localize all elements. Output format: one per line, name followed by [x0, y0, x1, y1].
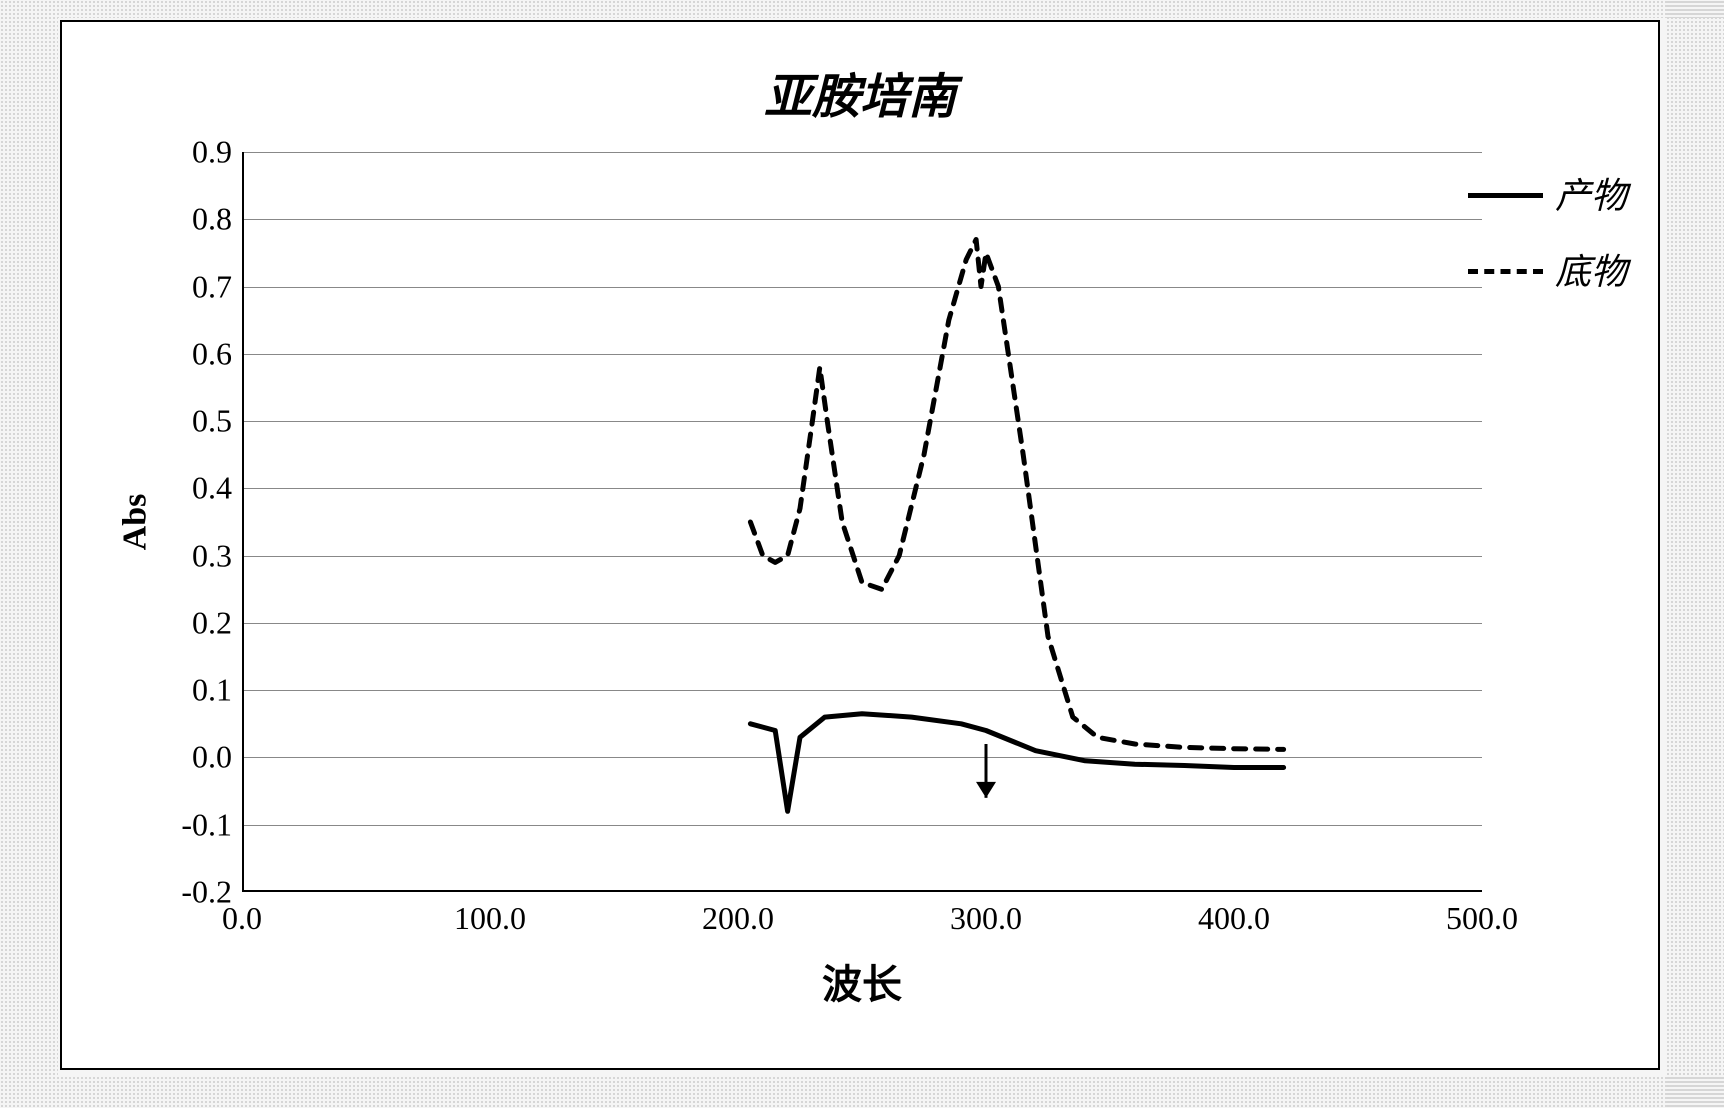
decoration-top: [0, 0, 1724, 18]
x-tick-label: 100.0: [430, 900, 550, 937]
legend-label-product: 产物: [1555, 167, 1627, 219]
y-tick-label: 0.0: [152, 739, 232, 776]
legend-label-substrate: 底物: [1555, 243, 1627, 295]
decoration-bottom: [0, 1076, 1724, 1108]
legend-item-substrate: 底物: [1468, 243, 1627, 295]
x-tick-label: 0.0: [182, 900, 302, 937]
y-tick-label: 0.7: [152, 268, 232, 305]
gridline: [244, 757, 1482, 758]
plot-area: [242, 152, 1482, 892]
decoration-left: [0, 0, 58, 1108]
gridline: [244, 556, 1482, 557]
y-tick-label: 0.3: [152, 537, 232, 574]
chart-frame: 亚胺培南 Abs 波长 产物 底物 -0.2-0.10.00.10.20.30.…: [60, 20, 1660, 1070]
x-tick-label: 200.0: [678, 900, 798, 937]
y-axis-title: Abs: [116, 494, 154, 551]
legend-item-product: 产物: [1468, 167, 1627, 219]
y-tick-label: 0.4: [152, 470, 232, 507]
y-tick-label: 0.9: [152, 134, 232, 171]
gridline: [244, 488, 1482, 489]
y-tick-label: 0.1: [152, 672, 232, 709]
gridline: [244, 825, 1482, 826]
gridline: [244, 623, 1482, 624]
plot-wrapper: Abs 波长 产物 底物 -0.2-0.10.00.10.20.30.40.50…: [242, 152, 1482, 892]
gridline: [244, 219, 1482, 220]
legend: 产物 底物: [1468, 167, 1627, 319]
chart-title: 亚胺培南: [62, 57, 1658, 127]
y-tick-label: 0.5: [152, 403, 232, 440]
x-tick-label: 400.0: [1174, 900, 1294, 937]
gridline: [244, 690, 1482, 691]
x-axis-title: 波长: [242, 952, 1482, 1010]
x-tick-label: 500.0: [1422, 900, 1542, 937]
gridline: [244, 354, 1482, 355]
y-tick-label: 0.6: [152, 335, 232, 372]
x-tick-label: 300.0: [926, 900, 1046, 937]
y-tick-label: -0.1: [152, 806, 232, 843]
gridline: [244, 152, 1482, 153]
y-tick-label: 0.8: [152, 201, 232, 238]
decoration-right: [1666, 0, 1724, 1108]
gridline: [244, 421, 1482, 422]
y-tick-label: 0.2: [152, 604, 232, 641]
gridline: [244, 287, 1482, 288]
